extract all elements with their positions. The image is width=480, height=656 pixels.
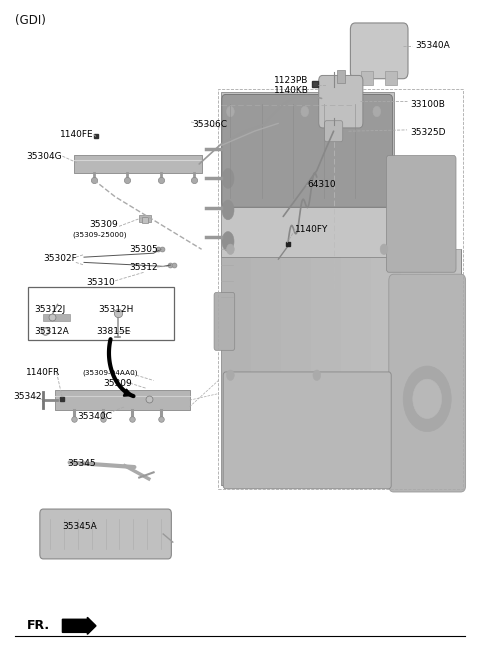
Text: 35306C: 35306C — [192, 120, 227, 129]
Text: 35309: 35309 — [103, 379, 132, 388]
Circle shape — [373, 106, 381, 117]
Text: 33100B: 33100B — [410, 100, 445, 110]
Text: 1140KB: 1140KB — [274, 86, 309, 95]
Bar — [251, 249, 281, 485]
Text: 35342: 35342 — [13, 392, 42, 401]
FancyBboxPatch shape — [221, 249, 461, 485]
Text: 35304G: 35304G — [26, 152, 62, 161]
Ellipse shape — [222, 200, 234, 220]
FancyBboxPatch shape — [389, 274, 466, 492]
Text: 35312H: 35312H — [98, 305, 134, 314]
Text: 35305: 35305 — [130, 245, 158, 254]
Text: 35302F: 35302F — [43, 254, 77, 263]
Circle shape — [403, 366, 451, 432]
Text: 35340C: 35340C — [77, 412, 112, 421]
Bar — [28, 287, 174, 340]
FancyBboxPatch shape — [222, 94, 393, 207]
Text: FR.: FR. — [26, 619, 49, 632]
FancyBboxPatch shape — [386, 155, 456, 272]
Text: 35345A: 35345A — [62, 522, 97, 531]
Text: 1123PB: 1123PB — [274, 75, 308, 85]
Bar — [401, 249, 431, 485]
Text: 35312J: 35312J — [35, 305, 66, 314]
Circle shape — [227, 106, 234, 117]
FancyBboxPatch shape — [40, 509, 171, 559]
Text: 35345: 35345 — [67, 459, 96, 468]
FancyBboxPatch shape — [350, 23, 408, 79]
Bar — [311, 249, 341, 485]
Ellipse shape — [222, 169, 234, 188]
Bar — [218, 89, 463, 489]
Circle shape — [227, 370, 234, 380]
Circle shape — [227, 244, 234, 255]
Bar — [221, 249, 251, 485]
FancyBboxPatch shape — [319, 75, 363, 128]
Bar — [337, 70, 345, 83]
Text: (35309-25000): (35309-25000) — [72, 232, 127, 238]
FancyBboxPatch shape — [221, 92, 394, 257]
Text: 33815E: 33815E — [96, 327, 131, 337]
Text: 35309: 35309 — [89, 220, 118, 229]
Text: 35312A: 35312A — [35, 327, 69, 337]
Bar — [281, 249, 311, 485]
Text: 35340A: 35340A — [415, 41, 450, 51]
Bar — [361, 71, 373, 85]
Text: 1140FY: 1140FY — [295, 225, 329, 234]
Ellipse shape — [222, 232, 234, 251]
Text: (35309-04AA0): (35309-04AA0) — [83, 369, 138, 376]
FancyBboxPatch shape — [324, 121, 343, 142]
Text: 35312: 35312 — [130, 263, 158, 272]
Bar — [371, 249, 401, 485]
FancyBboxPatch shape — [214, 293, 235, 350]
Circle shape — [301, 106, 309, 117]
Bar — [341, 249, 371, 485]
FancyBboxPatch shape — [223, 372, 391, 489]
Text: (GDI): (GDI) — [15, 14, 46, 28]
Text: 1140FE: 1140FE — [60, 130, 94, 139]
Bar — [385, 71, 397, 85]
Text: 64310: 64310 — [307, 180, 336, 190]
Circle shape — [413, 379, 442, 419]
Text: 35325D: 35325D — [410, 128, 446, 137]
Text: 35310: 35310 — [86, 277, 115, 287]
Circle shape — [313, 370, 321, 380]
Circle shape — [380, 244, 388, 255]
Text: 1140FR: 1140FR — [26, 368, 60, 377]
FancyArrow shape — [62, 617, 96, 634]
Bar — [431, 249, 461, 485]
